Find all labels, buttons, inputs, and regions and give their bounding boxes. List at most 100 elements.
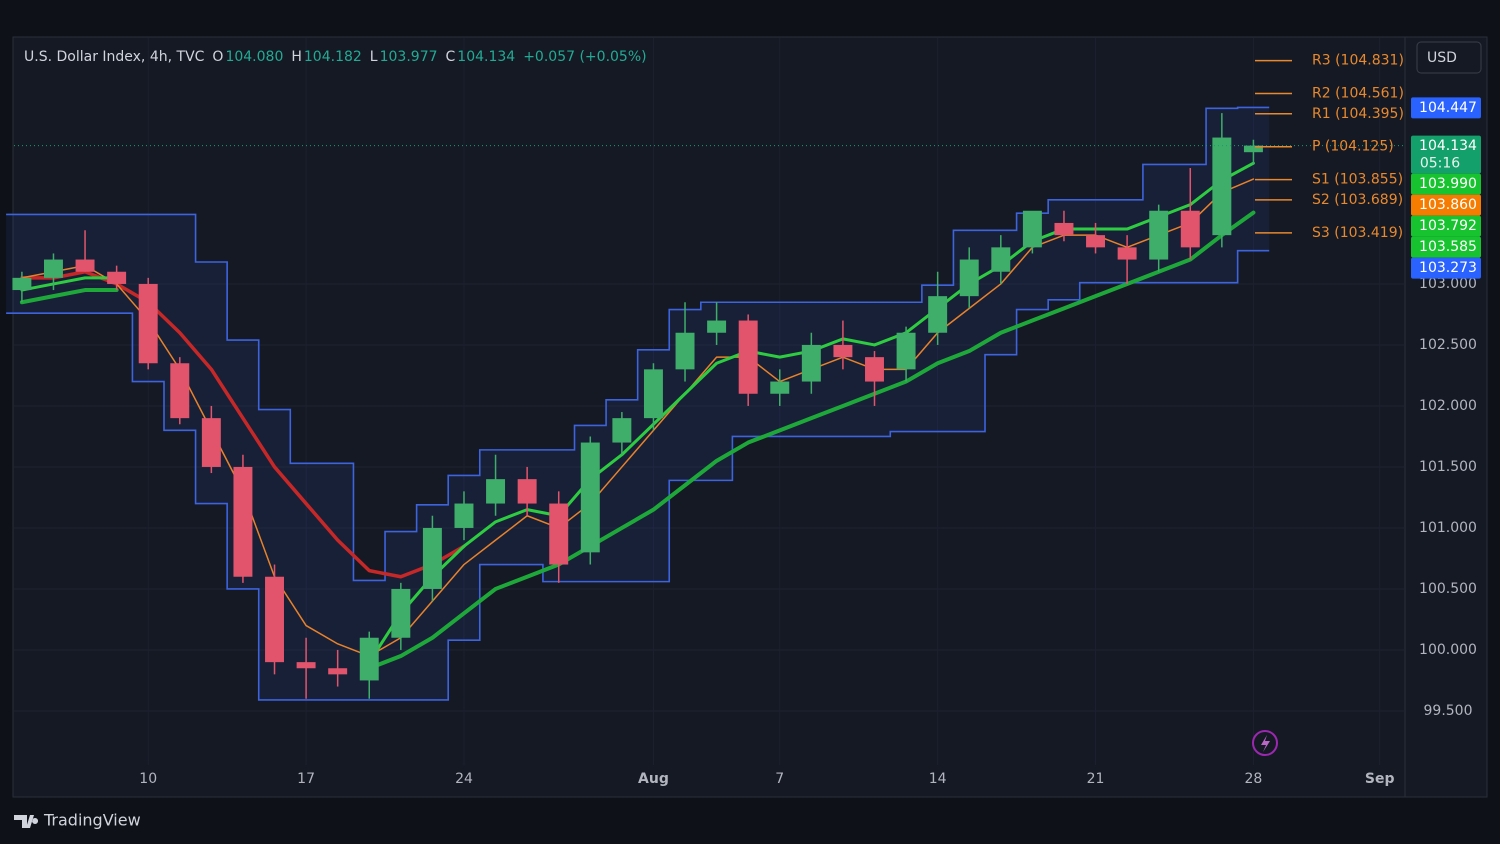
pivot-label: P (104.125) [1312, 139, 1394, 155]
candle-body [43, 259, 63, 278]
candle-body [233, 466, 253, 577]
currency-label[interactable]: USD [1427, 50, 1457, 66]
ohlc-value: 104.080 [225, 49, 283, 65]
lines-layer [19, 161, 1256, 671]
price-tag-label: 104.134 [1419, 138, 1477, 154]
candles-layer [12, 113, 1263, 699]
candle-body [328, 668, 348, 675]
channel-layer [6, 106, 1270, 701]
candle-body [138, 283, 158, 364]
brand-logo: TradingView [14, 811, 141, 830]
x-tick-label: 28 [1245, 771, 1263, 787]
candle-body [643, 369, 663, 419]
y-tick-label: 100.000 [1419, 642, 1477, 658]
brand-name: TradingView [43, 811, 141, 830]
candle-body [580, 442, 600, 553]
average-line [21, 178, 1255, 657]
candle-body [738, 320, 758, 394]
price-tag [1411, 173, 1481, 195]
price-tag-label: 103.273 [1419, 260, 1477, 276]
price-tag [1411, 194, 1481, 216]
candle-body [707, 320, 727, 333]
channel-upper [6, 106, 1270, 582]
candle-body [1180, 210, 1200, 248]
pivot-label: S3 (103.419) [1312, 225, 1403, 241]
ohlc-key: L [370, 49, 378, 65]
alert-icon[interactable] [1252, 730, 1278, 756]
currency-button[interactable]: USD [1416, 41, 1482, 74]
average-line [19, 210, 1256, 671]
candle-body [865, 357, 884, 382]
candle-body [486, 479, 506, 504]
x-tick-label: 14 [929, 771, 947, 787]
y-tick-label: 102.000 [1419, 398, 1477, 414]
x-tick-label: 7 [775, 771, 784, 787]
price-tag-label: 103.860 [1419, 197, 1477, 213]
price-countdown: 05:16 [1420, 156, 1460, 172]
pivot-label: S2 (103.689) [1312, 192, 1403, 208]
candle-body [959, 259, 979, 297]
x-tick-label: 21 [1087, 771, 1105, 787]
ohlc-key: O [212, 49, 223, 65]
price-tag-label: 103.990 [1419, 176, 1477, 192]
candle-body [1117, 247, 1137, 260]
candle-body [770, 381, 790, 394]
candle-body [675, 332, 695, 370]
x-tick-label: 17 [297, 771, 315, 787]
price-tag [1411, 236, 1481, 258]
candle-body [391, 588, 411, 638]
pivot-label: R1 (104.395) [1312, 106, 1404, 122]
channel-lower [6, 249, 1270, 701]
candle-body [833, 344, 853, 358]
pivot-label: S1 (103.855) [1312, 172, 1403, 188]
candle-body [801, 344, 821, 382]
candle-body [265, 576, 284, 663]
candle-body [359, 637, 379, 681]
brand-mark [14, 815, 39, 828]
price-change: +0.057 (+0.05%) [523, 49, 646, 65]
x-tick-label: 24 [455, 771, 473, 787]
ohlc-key: C [446, 49, 456, 65]
price-tag [1411, 257, 1481, 279]
pivot-label: R2 (104.561) [1312, 86, 1404, 102]
price-tag-label: 103.585 [1419, 239, 1477, 255]
price-tag-label: 103.792 [1419, 218, 1477, 234]
price-tag [1411, 135, 1481, 174]
overlay-layer: R3 (104.831) R2 (104.561) R1 (104.395) P (1… [14, 53, 1481, 279]
y-tick-label: 100.500 [1419, 581, 1477, 597]
currency-button-frame[interactable] [1416, 41, 1482, 74]
candle-body [1022, 210, 1042, 248]
candle-body [296, 662, 316, 669]
symbol-title: U.S. Dollar Index, 4h, TVC [24, 49, 205, 65]
ohlc-key: H [291, 49, 302, 65]
price-tag-label: 104.447 [1419, 100, 1477, 116]
legend-header: U.S. Dollar Index, 4h, TVC O 104.080 H 104.1… [24, 49, 647, 65]
candle-body [991, 247, 1011, 272]
candle-body [1054, 222, 1074, 236]
candle-body [517, 479, 537, 504]
alert-bolt[interactable] [1261, 735, 1270, 752]
average-line [20, 269, 466, 579]
price-tag [1411, 215, 1481, 237]
candle-body [170, 363, 190, 419]
y-tick-label: 103.000 [1419, 276, 1477, 292]
ohlc-value: 104.182 [304, 49, 362, 65]
candle-body [75, 259, 95, 272]
candle-body [612, 418, 632, 443]
alert-circle[interactable] [1252, 730, 1278, 756]
candle-body [549, 503, 569, 565]
candle-body [422, 527, 442, 589]
x-tick-label: Aug [638, 771, 669, 787]
x-tick-label: Sep [1365, 771, 1395, 787]
ohlc-value: 104.134 [457, 49, 515, 65]
y-tick-label: 101.000 [1419, 520, 1477, 536]
candle-body [928, 296, 948, 333]
candle-body [107, 271, 127, 284]
candle-body [1086, 235, 1106, 248]
candle-body [201, 418, 221, 467]
candle-body [896, 332, 916, 370]
candle-body [12, 277, 32, 291]
ohlc-value: 103.977 [380, 49, 438, 65]
